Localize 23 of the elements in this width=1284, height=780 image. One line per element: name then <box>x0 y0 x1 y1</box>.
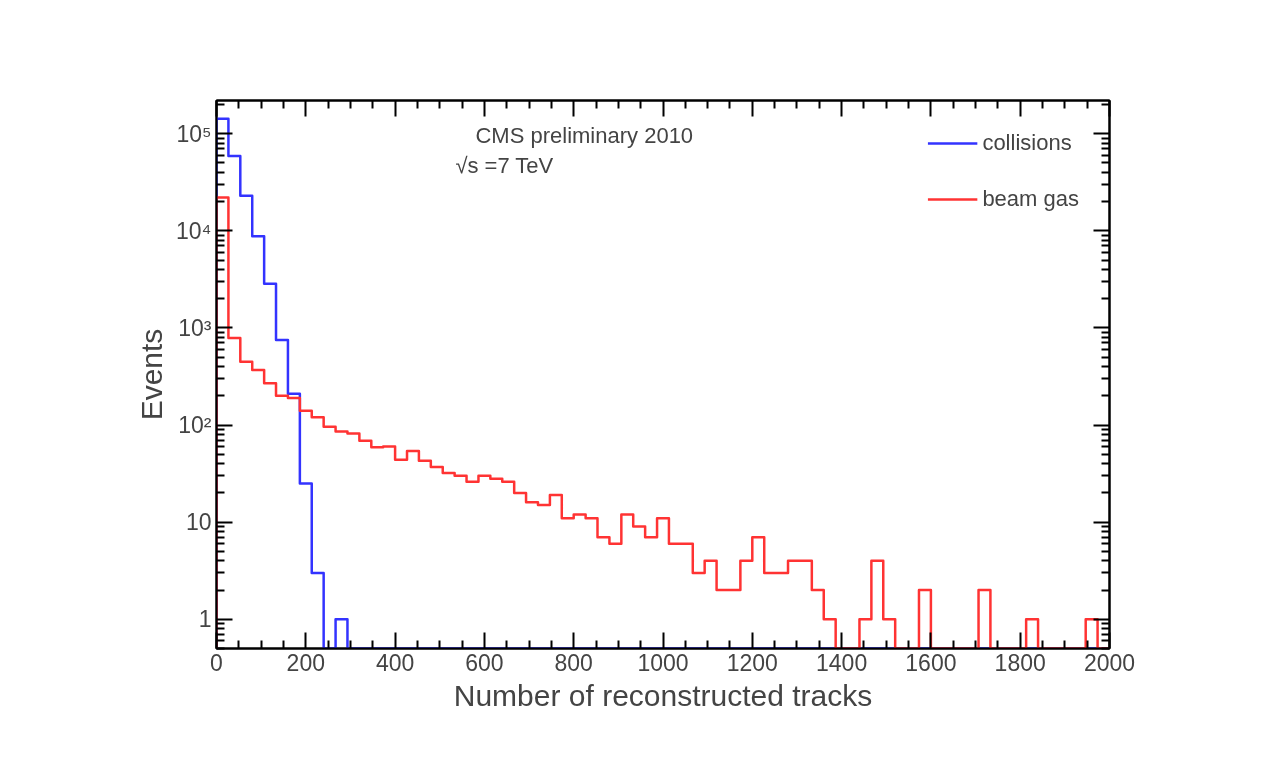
x-tick-label: 1400 <box>816 649 868 676</box>
legend-label: beam gas <box>982 186 1079 212</box>
y-tick-label: 10² <box>178 412 212 439</box>
x-tick-label: 200 <box>286 649 325 676</box>
y-tick-label: 10 <box>185 509 212 536</box>
y-tick-label: 10³ <box>178 314 212 341</box>
x-tick-label: 400 <box>375 649 415 676</box>
x-tick-label: 1600 <box>905 649 957 676</box>
x-tick-label: 2000 <box>1083 649 1136 676</box>
y-tick-label: 1 <box>198 606 212 633</box>
x-tick-label: 600 <box>465 649 504 676</box>
legend-label: collisions <box>982 130 1072 156</box>
y-tick-label: 10⁵ <box>176 120 212 147</box>
annotation: √s =7 TeV <box>455 153 554 179</box>
annotation: CMS preliminary 2010 <box>475 123 694 149</box>
x-tick-label: 0 <box>210 649 223 676</box>
y-tick-label: 10⁴ <box>176 217 212 244</box>
y-axis-title: Events <box>135 328 169 421</box>
x-axis-title: Number of reconstructed tracks <box>453 678 873 712</box>
x-tick-label: 1000 <box>637 649 689 676</box>
x-tick-label: 1200 <box>726 649 778 676</box>
x-tick-label: 800 <box>554 649 593 676</box>
x-tick-label: 1800 <box>994 649 1046 676</box>
